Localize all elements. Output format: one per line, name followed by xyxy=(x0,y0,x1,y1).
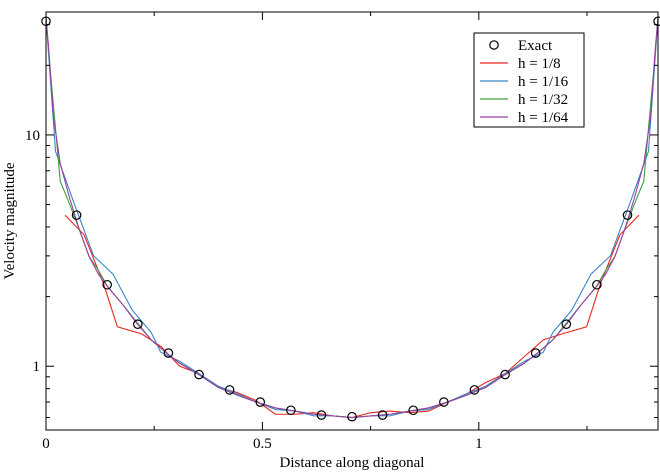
exact-point xyxy=(224,385,235,395)
series-line-h-1-64 xyxy=(45,18,659,419)
axis-ticks: 0 0.5 1 1 10 xyxy=(25,12,658,452)
legend-label-h-1-32: h = 1/32 xyxy=(518,92,568,108)
x-tick-label: 1 xyxy=(475,436,483,452)
exact-point xyxy=(439,397,449,407)
exact-point xyxy=(377,410,388,420)
x-tick-label: 0 xyxy=(42,436,50,452)
exact-point xyxy=(469,385,480,395)
y-tick-label: 1 xyxy=(33,359,41,375)
exact-point xyxy=(71,210,82,220)
exact-point xyxy=(133,319,143,329)
x-tick-label: 0.5 xyxy=(253,436,272,452)
legend-label-h-1-64: h = 1/64 xyxy=(518,110,569,126)
exact-point xyxy=(530,348,541,358)
exact-point xyxy=(500,369,510,380)
x-axis-title: Distance along diagonal xyxy=(280,455,425,471)
series-line-h-1-8 xyxy=(64,214,640,419)
legend-label-h-1-16: h = 1/16 xyxy=(518,74,569,90)
exact-point xyxy=(102,279,112,290)
exact-point xyxy=(622,210,633,220)
plot-frame xyxy=(45,11,659,431)
exact-point xyxy=(194,369,204,380)
exact-point xyxy=(286,405,296,416)
exact-point xyxy=(255,397,266,407)
legend: Exact h = 1/8 h = 1/16 h = 1/32 h = 1/64 xyxy=(473,32,585,128)
exact-point xyxy=(592,279,602,290)
exact-point xyxy=(408,405,419,416)
exact-point xyxy=(316,410,327,420)
exact-point xyxy=(347,411,357,422)
y-axis-title: Velocity magnitude xyxy=(2,162,18,279)
legend-label-exact: Exact xyxy=(518,38,553,54)
legend-label-h-1-8: h = 1/8 xyxy=(518,56,561,72)
plot-lines xyxy=(45,18,659,419)
legend-swatch-exact xyxy=(489,40,499,50)
exact-point xyxy=(561,319,572,329)
y-tick-label: 10 xyxy=(25,128,40,144)
exact-point xyxy=(163,348,174,358)
